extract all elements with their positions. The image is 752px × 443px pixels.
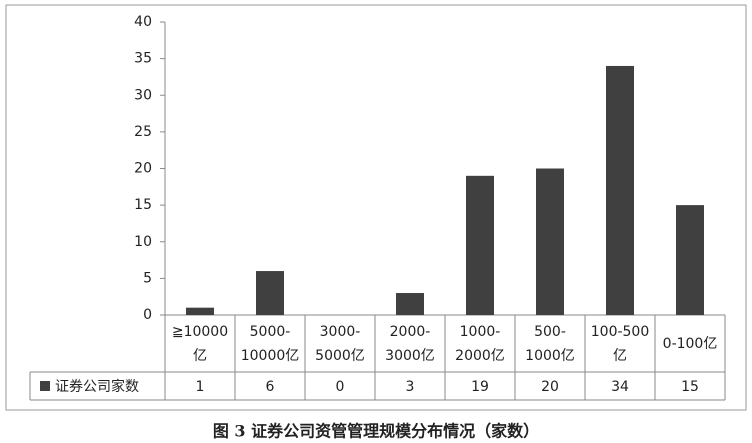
x-tick-label: 0-100亿 [662, 336, 718, 352]
legend-label: 证券公司家数 [55, 378, 139, 395]
y-tick-label: 15 [134, 197, 152, 213]
table-value: 3 [406, 379, 415, 395]
chart-frame [5, 4, 747, 411]
y-tick-label: 30 [134, 87, 152, 103]
bar [466, 175, 494, 315]
table-value: 34 [611, 379, 629, 395]
y-tick-label: 40 [134, 14, 152, 30]
bar [676, 205, 704, 315]
y-tick-label: 25 [134, 124, 152, 140]
x-tick-label: 1000- 2000亿 [455, 324, 505, 364]
table-value: 15 [681, 379, 699, 395]
bar [536, 168, 564, 315]
chart-title: 图 3 证券公司资管管理规模分布情况（家数） [213, 422, 539, 441]
x-tick-label: 5000- 10000亿 [240, 324, 300, 364]
bar [396, 293, 424, 315]
y-tick-label: 20 [134, 161, 152, 177]
legend-swatch [40, 381, 50, 391]
table-value: 0 [336, 379, 345, 395]
y-tick-label: 35 [134, 51, 152, 67]
x-tick-label: 100-500 亿 [590, 324, 650, 364]
table-value: 19 [471, 379, 489, 395]
bar [186, 307, 214, 315]
bar [606, 65, 634, 315]
x-tick-label: ≧10000 亿 [171, 324, 229, 364]
table-value: 1 [196, 379, 205, 395]
y-tick-label: 10 [134, 234, 152, 250]
x-tick-label: 3000- 5000亿 [315, 324, 365, 364]
x-tick-label: 500- 1000亿 [525, 324, 575, 364]
y-tick-label: 0 [143, 307, 152, 323]
bar [256, 271, 284, 315]
x-tick-label: 2000- 3000亿 [385, 324, 435, 364]
table-value: 20 [541, 379, 559, 395]
y-tick-label: 5 [143, 270, 152, 286]
table-value: 6 [266, 379, 275, 395]
